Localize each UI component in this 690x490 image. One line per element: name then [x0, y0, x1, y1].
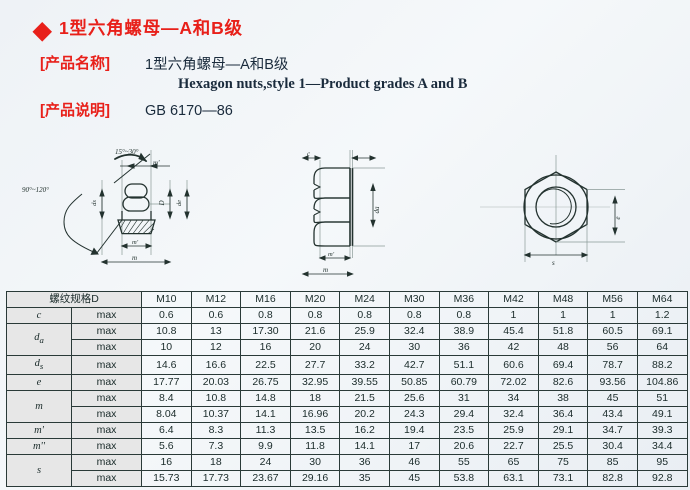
svg-text:da: da: [373, 206, 381, 214]
svg-text:s: s: [552, 259, 555, 267]
svg-text:e: e: [614, 216, 622, 219]
svg-text:m: m: [132, 254, 137, 262]
svg-text:D: D: [158, 200, 166, 206]
svg-text:m': m': [132, 239, 139, 246]
svg-text:m': m': [153, 159, 160, 167]
svg-text:c: c: [307, 150, 311, 158]
svg-text:m': m': [328, 251, 335, 258]
svg-text:m: m: [323, 266, 328, 274]
svg-text:de: de: [176, 200, 183, 206]
svg-text:15°~30°: 15°~30°: [115, 148, 139, 156]
svg-text:ds: ds: [91, 200, 98, 206]
svg-text:90°~120°: 90°~120°: [22, 186, 49, 194]
